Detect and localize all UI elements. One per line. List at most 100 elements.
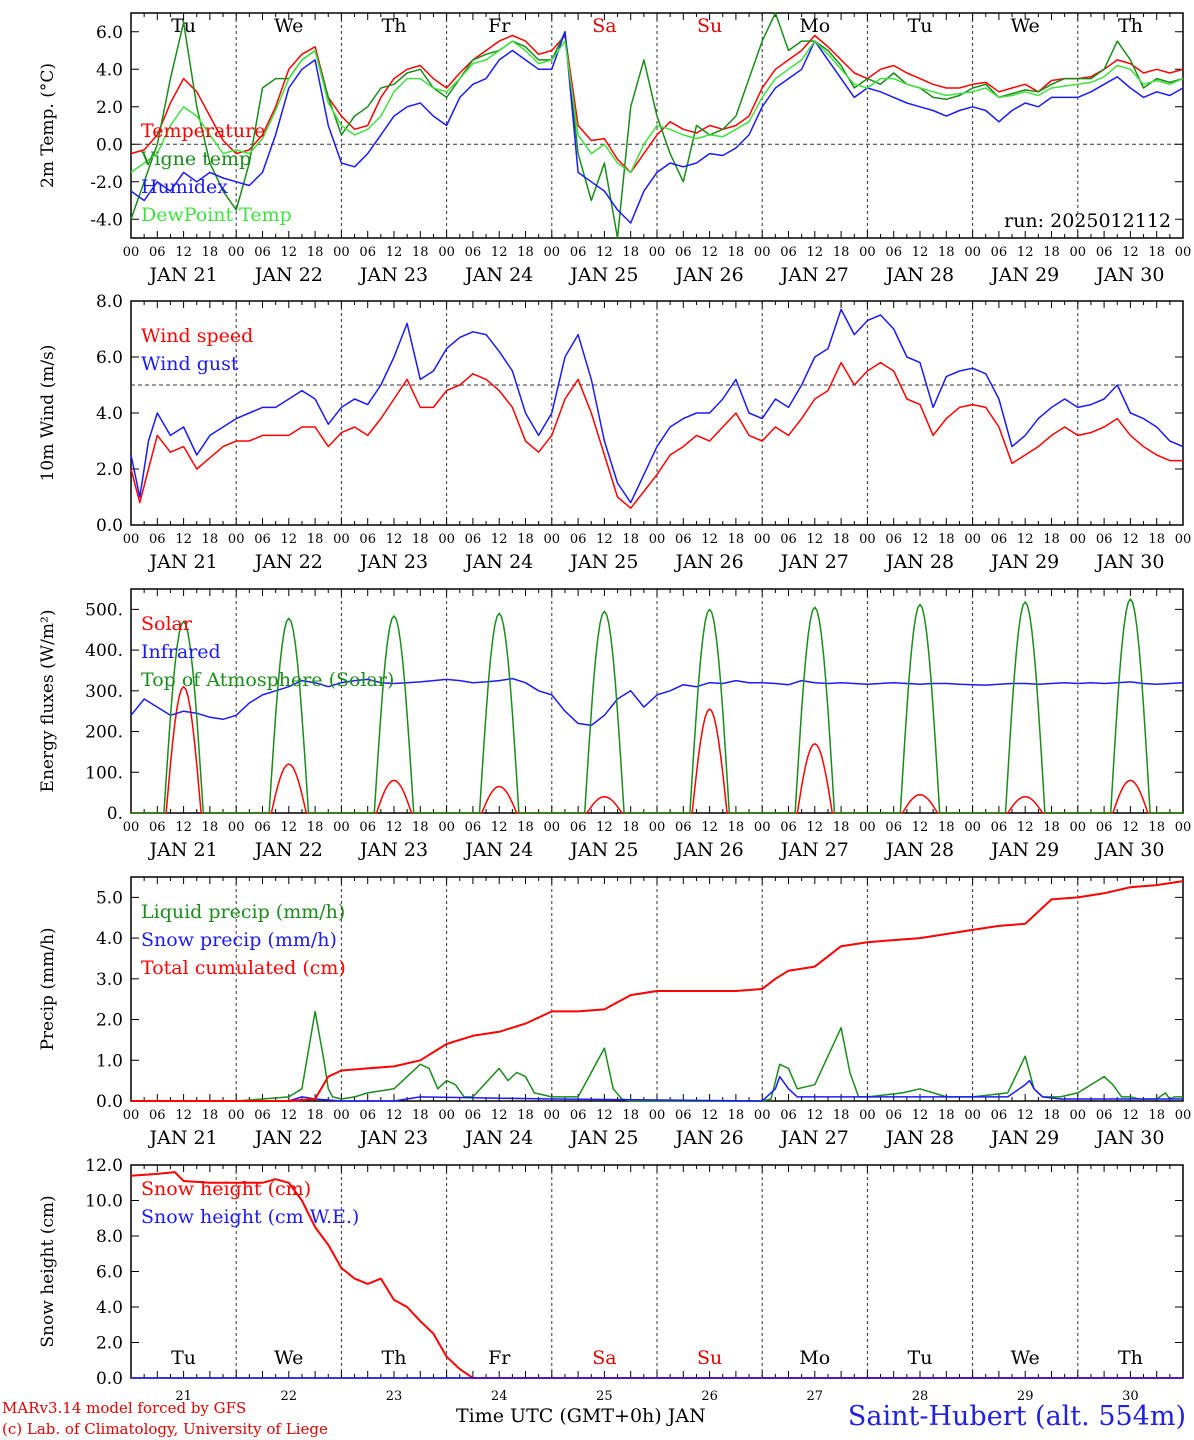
hour-tick-label: 06 [570,820,587,835]
y-tick-label: 4.0 [96,404,123,424]
hour-tick-label: 00 [228,245,245,260]
y-tick-label: 6.0 [96,348,123,368]
hour-tick-label: 18 [1148,820,1165,835]
day-label: JAN 30 [1094,839,1164,861]
hour-tick-label: 06 [254,820,271,835]
plot-frame [130,300,1184,526]
hour-tick-label: 12 [1017,820,1034,835]
day-label: JAN 23 [358,1127,428,1149]
legend-entry: Total cumulated (cm) [141,957,346,979]
hour-tick-label: 12 [386,532,403,547]
hour-tick-label: 12 [701,532,718,547]
hour-tick-label: 06 [570,245,587,260]
day-label: JAN 22 [253,1127,323,1149]
hour-tick-label: 06 [991,820,1008,835]
hour-tick-label: 00 [754,820,771,835]
hour-tick-label: 06 [675,245,692,260]
day-label: JAN 25 [568,1127,638,1149]
weekday-label: Tu [171,1347,196,1369]
day-label: JAN 24 [463,1127,533,1149]
y-tick-label: 8.0 [96,292,123,312]
hour-tick-label: 06 [149,820,166,835]
panel-4: 0.0 1.0 2.0 3.0 4.0 5.0 Precip (mm/h) 00 06 12 18 0… [38,876,1191,1149]
hour-tick-label: 18 [938,245,955,260]
hour-tick-label: 06 [570,532,587,547]
day-label: JAN 30 [1094,1127,1164,1149]
hour-tick-label: 18 [202,1108,219,1123]
series-line-top-of-atmosphere-solar [131,598,1183,814]
day-label: JAN 29 [989,1127,1059,1149]
y-tick-label: 4.0 [96,60,123,80]
hour-tick-label: 18 [938,532,955,547]
date-label: 24 [491,1389,508,1404]
date-label: 25 [596,1389,613,1404]
day-label: JAN 23 [358,839,428,861]
legend-entry: Liquid precip (mm/h) [141,901,345,923]
hour-tick-label: 12 [807,1108,824,1123]
y-tick-label: -2.0 [90,173,123,193]
hour-tick-label: 06 [149,1108,166,1123]
day-label: JAN 30 [1094,551,1164,573]
date-label: 26 [701,1389,718,1404]
hour-tick-label: 18 [1043,1108,1060,1123]
day-label: JAN 22 [253,551,323,573]
legend-entry: Snow precip (mm/h) [141,929,337,951]
day-label: JAN 26 [674,551,744,573]
hour-tick-label: 12 [596,532,613,547]
panel-1: -4.0 -2.0 0.0 2.0 4.0 6.0 2m Temp. (°C) 00 06 12 1… [38,12,1191,286]
hour-tick-label: 18 [938,1108,955,1123]
hour-tick-label: 18 [517,1108,534,1123]
hour-tick-label: 12 [807,820,824,835]
day-label: JAN 28 [884,1127,954,1149]
hour-tick-label: 00 [1070,820,1087,835]
series-line-total-cumulated-cm [131,880,1184,1102]
date-label: 22 [281,1389,298,1404]
hour-tick-label: 18 [622,245,639,260]
hour-tick-label: 06 [991,532,1008,547]
hour-tick-label: 00 [228,820,245,835]
hour-tick-label: 06 [1096,532,1113,547]
day-label: JAN 28 [884,551,954,573]
hour-tick-label: 18 [833,245,850,260]
hour-tick-label: 12 [386,820,403,835]
hour-tick-label: 00 [438,1108,455,1123]
hour-tick-label: 18 [412,532,429,547]
date-label: 23 [386,1389,403,1404]
hour-tick-label: 12 [912,532,929,547]
hour-tick-label: 06 [675,1108,692,1123]
hour-tick-label: 18 [622,820,639,835]
hour-tick-label: 00 [649,245,666,260]
weekday-label: Sa [592,15,616,37]
y-tick-label: 0.0 [96,1092,123,1112]
hour-tick-label: 06 [1096,245,1113,260]
y-tick-label: 2.0 [96,1011,123,1031]
hour-tick-label: 00 [123,1108,140,1123]
hour-tick-label: 06 [465,532,482,547]
hour-tick-label: 06 [991,1108,1008,1123]
hour-tick-label: 06 [359,245,376,260]
hour-tick-label: 06 [254,245,271,260]
y-tick-label: 0.0 [96,135,123,155]
y-tick-label: 100. [85,763,123,783]
hour-tick-label: 18 [1043,245,1060,260]
series-line-dewpoint-temp [130,40,1184,174]
station-name: Saint-Hubert (alt. 554m) [847,1401,1186,1432]
weekday-label: Su [697,1347,722,1369]
hour-tick-label: 06 [359,820,376,835]
y-tick-label: 3.0 [96,970,123,990]
y-tick-label: 500. [85,600,123,620]
day-label: JAN 26 [674,1127,744,1149]
hour-tick-label: 12 [807,245,824,260]
hour-tick-label: 06 [149,532,166,547]
y-tick-label: 1.0 [96,1051,123,1071]
y-tick-label: 0. [107,804,123,824]
day-label: JAN 27 [779,551,849,573]
hour-tick-label: 18 [728,245,745,260]
hour-tick-label: 18 [622,532,639,547]
hour-tick-label: 12 [175,532,192,547]
day-label: JAN 23 [358,551,428,573]
y-tick-label: 8.0 [96,1227,123,1247]
day-label: JAN 24 [463,264,533,286]
legend-entry: Snow height (cm W.E.) [141,1206,359,1228]
hour-tick-label: 18 [307,532,324,547]
